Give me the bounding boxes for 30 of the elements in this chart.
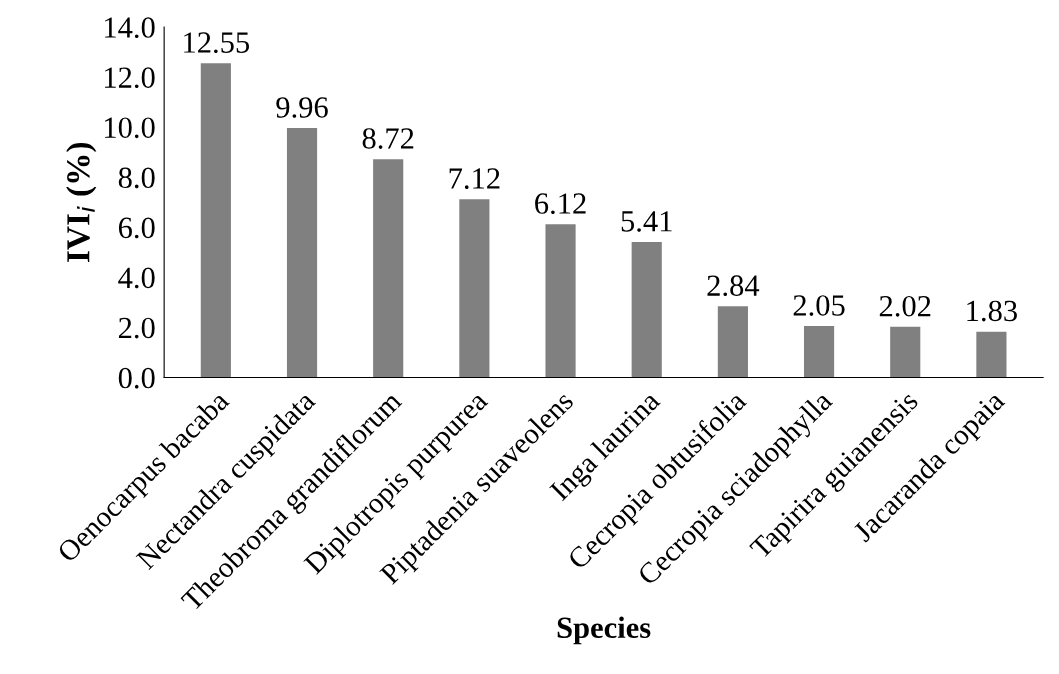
- y-tick-label: 2.0: [118, 317, 155, 339]
- y-tick-label: 6.0: [118, 217, 155, 239]
- y-tick-label: 0.0: [118, 367, 155, 389]
- y-tick-label: 14.0: [105, 17, 155, 38]
- x-axis-title: Species: [557, 616, 651, 645]
- bar: [200, 63, 231, 378]
- data-label: 12.55: [184, 32, 250, 54]
- bar: [717, 306, 748, 378]
- bar: [890, 326, 921, 378]
- data-label: 1.83: [967, 300, 1017, 322]
- data-label: 2.84: [707, 275, 760, 297]
- y-tick-label: 4.0: [118, 267, 155, 289]
- data-label: 6.12: [535, 193, 586, 214]
- data-label: 9.96: [276, 97, 328, 118]
- data-label: 2.02: [879, 295, 931, 317]
- data-label: 2.05: [793, 295, 845, 316]
- y-axis-title: IVI$_{i}$ (%): [66, 142, 97, 262]
- bar: [631, 242, 662, 378]
- bar: [976, 331, 1007, 378]
- bar: [545, 224, 576, 378]
- data-label: 8.72: [362, 128, 414, 149]
- data-label: 5.41: [621, 211, 672, 232]
- bar: [803, 326, 835, 378]
- y-tick-label: 8.0: [118, 167, 155, 189]
- y-tick-label: 10.0: [105, 117, 155, 139]
- bar: [459, 199, 490, 378]
- data-label: 7.12: [449, 168, 500, 189]
- y-tick-label: 12.0: [105, 67, 155, 89]
- bar: [286, 128, 318, 378]
- bar: [373, 159, 404, 378]
